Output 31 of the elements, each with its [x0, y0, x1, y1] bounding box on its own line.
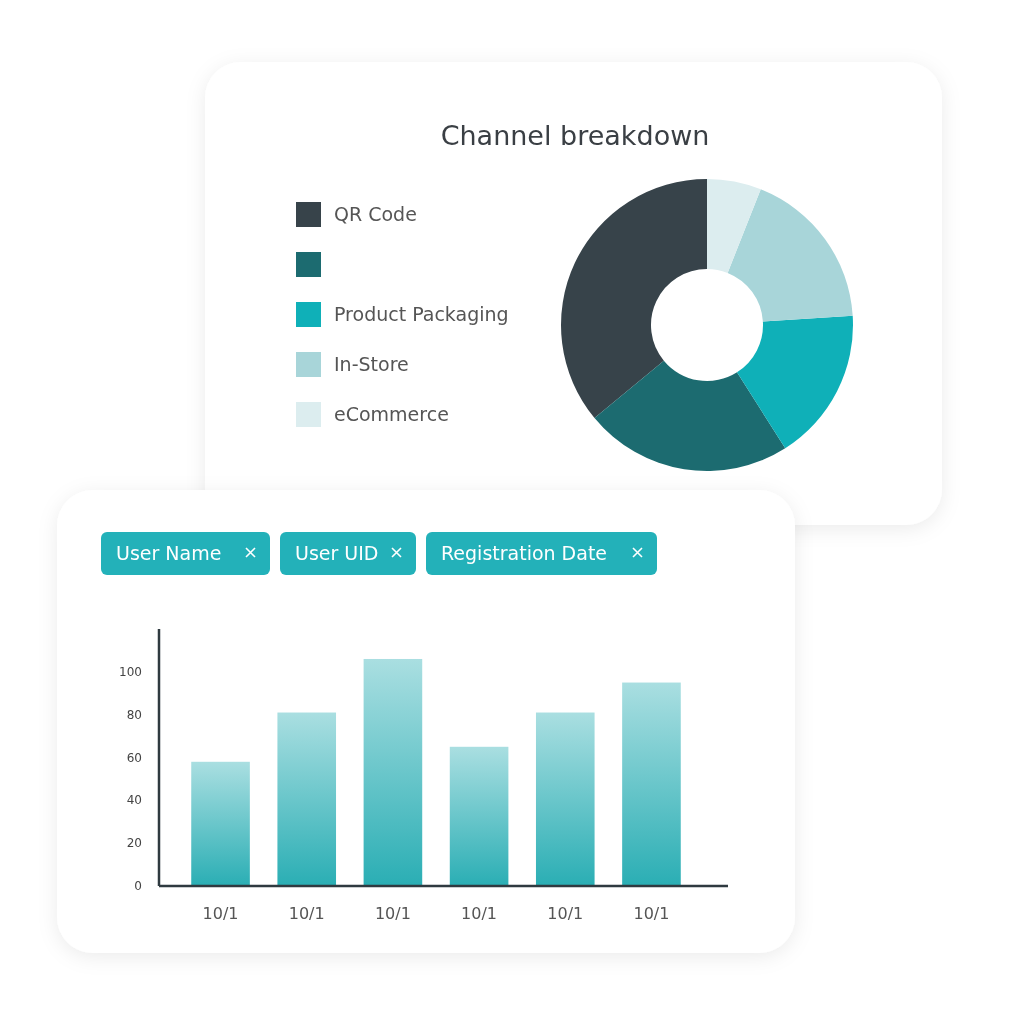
donut-slice — [561, 179, 707, 419]
chart-title: Channel breakdown — [440, 120, 710, 151]
bar — [622, 682, 681, 886]
text: Registration Date — [441, 542, 608, 564]
text: User UID — [295, 542, 379, 564]
donut-slice — [594, 360, 786, 471]
x-tick-label: 10/1 — [461, 904, 498, 923]
x-tick-label: 10/1 — [547, 904, 584, 923]
x-tick-label: 10/1 — [202, 904, 239, 923]
y-tick-label: 20 — [126, 836, 142, 851]
legend-label: QR Code — [334, 203, 417, 225]
legend-label: eCommerce — [334, 403, 449, 425]
x-tick-label: 10/1 — [374, 904, 411, 923]
x-tick-label: 10/1 — [288, 904, 325, 923]
legend-label: In-Store — [334, 353, 409, 375]
bar — [363, 658, 423, 886]
legend-label: Product Packaging — [334, 303, 509, 325]
bar — [449, 746, 509, 886]
y-tick-label: 60 — [126, 750, 142, 765]
y-tick-label: 100 — [119, 664, 142, 679]
donut-slice — [737, 315, 853, 449]
y-tick-label: 80 — [126, 707, 142, 722]
y-tick-label: 40 — [126, 793, 142, 808]
x-tick-label: 10/1 — [633, 904, 670, 923]
donut-slice — [707, 179, 761, 273]
bar — [277, 712, 337, 886]
y-tick-label: 0 — [134, 879, 142, 893]
bar — [535, 712, 595, 886]
donut-slice — [727, 189, 853, 322]
text: User Name — [116, 542, 222, 564]
bar — [191, 761, 250, 886]
